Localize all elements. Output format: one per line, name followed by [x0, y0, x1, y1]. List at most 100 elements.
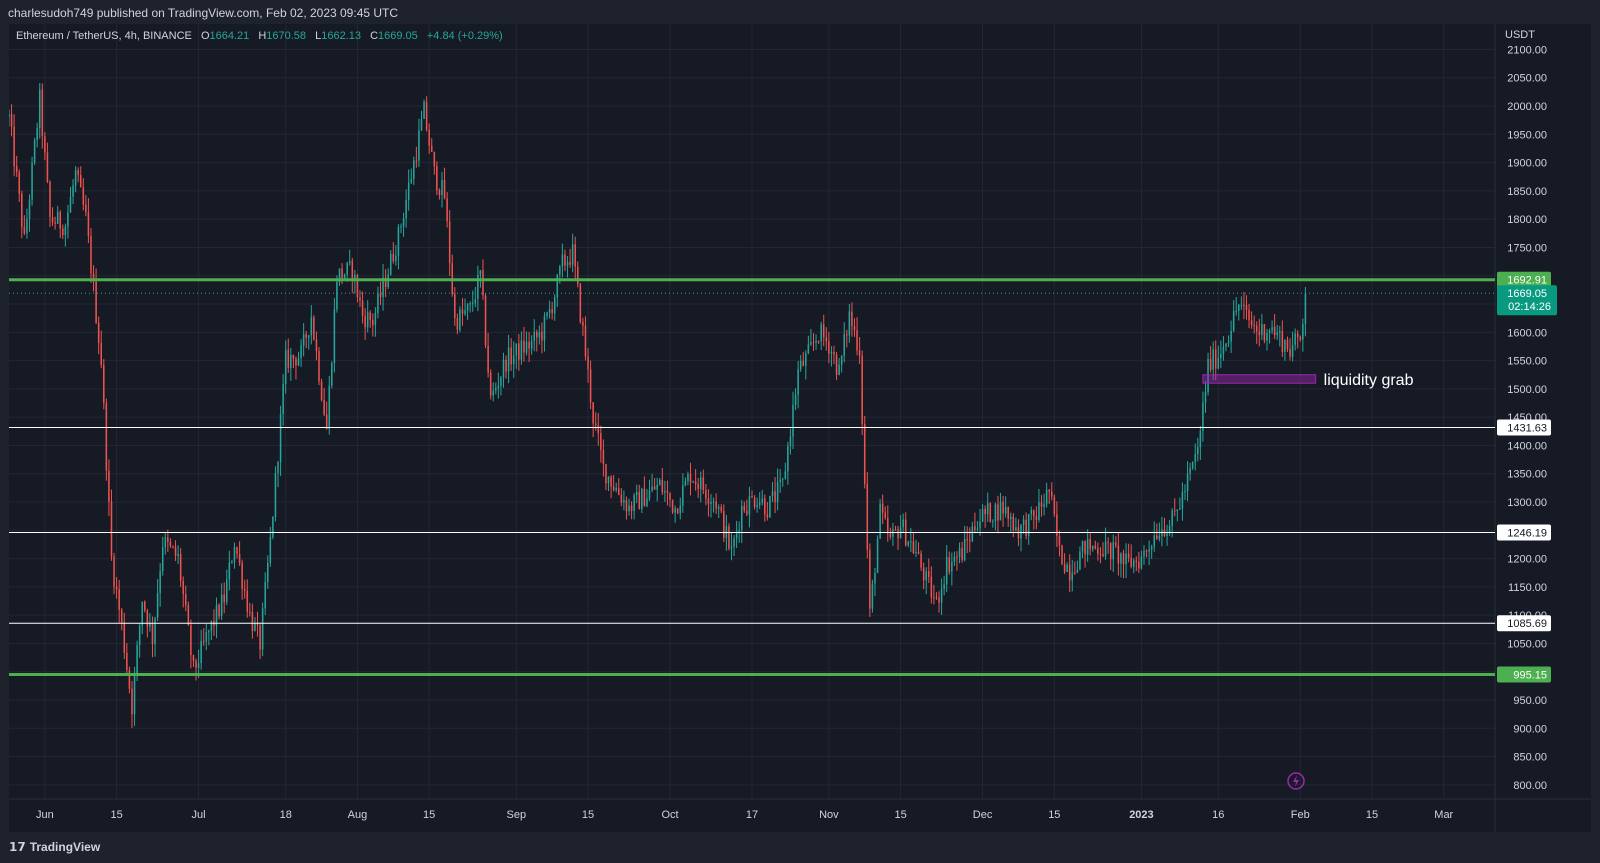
candle-down: [835, 354, 838, 375]
candle-down: [523, 340, 525, 353]
candle-up: [1030, 510, 1033, 515]
candle-down: [369, 312, 372, 321]
liquidity-zone-label: liquidity grab: [1324, 372, 1414, 389]
candle-up: [264, 581, 266, 609]
candle-down: [618, 488, 620, 495]
candle-down: [428, 130, 430, 146]
candle-up: [492, 390, 494, 396]
candle-down: [44, 136, 46, 153]
candle-down: [723, 510, 725, 538]
candle-down: [313, 317, 315, 340]
candle-down: [356, 274, 359, 298]
candle-down: [79, 174, 82, 188]
symbol-legend: Ethereum / TetherUS, 4h, BINANCE O1664.2…: [16, 30, 503, 42]
candle-down: [126, 652, 128, 671]
candle-down: [1299, 336, 1302, 340]
candle-up: [1238, 304, 1240, 311]
candle-down: [487, 345, 489, 373]
candle-up: [925, 571, 927, 581]
candle-up: [1284, 340, 1286, 352]
candle-down: [825, 337, 828, 342]
candle-up: [1240, 304, 1243, 306]
candle-down: [238, 553, 241, 564]
candle-down: [190, 625, 192, 656]
chart-area[interactable]: liquidity grab 800.00 850.00 900.00 950.00 10…: [9, 24, 1591, 832]
candle-down: [984, 508, 986, 515]
footer: 𝟭𝟳 TradingView: [0, 832, 1600, 863]
candle-down: [1109, 542, 1112, 560]
candle-down: [1117, 545, 1120, 564]
candle-down: [1058, 536, 1061, 546]
candle-down: [436, 166, 438, 191]
candle-up: [502, 359, 505, 378]
candle-up: [902, 519, 904, 528]
candle-up: [607, 476, 610, 484]
candle-down: [92, 273, 95, 282]
candle-up: [1171, 510, 1173, 527]
time-tick-label: 15: [1366, 809, 1378, 821]
candle-down: [1127, 553, 1130, 558]
candle-up: [712, 501, 715, 503]
candle-down: [828, 341, 830, 354]
candle-up: [953, 556, 956, 562]
candle-down: [541, 332, 543, 341]
candle-up: [840, 355, 843, 365]
candle-down: [364, 315, 366, 328]
price-chart[interactable]: liquidity grab 800.00 850.00 900.00 950.00 10…: [9, 24, 1591, 832]
candle-down: [605, 463, 607, 484]
candle-up: [161, 547, 164, 572]
candle-up: [807, 344, 810, 354]
candle-up: [307, 335, 310, 338]
candle-up: [497, 385, 500, 389]
candle-up: [1081, 540, 1084, 552]
candle-down: [612, 486, 615, 491]
level-price-badge: [1497, 615, 1551, 632]
candle-up: [141, 601, 143, 626]
candle-down: [592, 402, 594, 424]
candle-up: [405, 199, 407, 219]
candle-up: [525, 341, 528, 353]
candle-down: [1002, 501, 1004, 514]
candle-up: [261, 608, 264, 650]
candle-up: [1186, 473, 1189, 492]
candle-up: [784, 471, 787, 479]
candle-down: [574, 244, 576, 267]
candle-up: [658, 479, 661, 485]
price-tick-label: 1550.00: [1507, 356, 1547, 368]
tradingview-logo[interactable]: 𝟭𝟳 TradingView: [9, 832, 100, 863]
candle-down: [812, 342, 815, 344]
candle-up: [740, 505, 743, 530]
candle-up: [67, 212, 69, 227]
candle-down: [202, 640, 205, 642]
candle-up: [297, 358, 300, 366]
candle-down: [1135, 560, 1138, 562]
candle-up: [69, 196, 72, 213]
candle-up: [684, 480, 687, 486]
candle-down: [110, 501, 113, 557]
candle-up: [441, 180, 443, 195]
candle-down: [1138, 561, 1140, 569]
candle-down: [318, 350, 320, 382]
candle-up: [279, 414, 282, 463]
candle-down: [1281, 331, 1284, 352]
candle-up: [1302, 323, 1304, 340]
candle-down: [1084, 540, 1086, 555]
candle-up: [794, 394, 797, 405]
candle-up: [26, 218, 28, 234]
candle-down: [1145, 550, 1148, 552]
candle-up: [951, 561, 953, 572]
candle-up: [651, 486, 653, 491]
candle-up: [402, 218, 405, 227]
price-tick-label: 1150.00: [1508, 582, 1547, 594]
candle-up: [154, 617, 156, 645]
candle-up: [515, 343, 518, 356]
candle-up: [776, 481, 779, 502]
candle-up: [1179, 508, 1181, 510]
candle-down: [1289, 348, 1291, 357]
candle-down: [1056, 514, 1058, 537]
price-tick-label: 850.00: [1513, 752, 1547, 764]
candle-down: [15, 166, 18, 173]
candle-up: [159, 571, 161, 593]
candle-up: [1022, 519, 1025, 525]
candle-down: [1063, 564, 1066, 572]
